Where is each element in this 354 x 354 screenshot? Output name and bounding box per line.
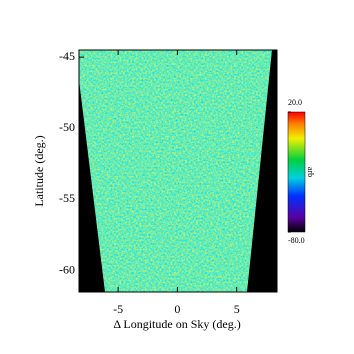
x-tick-label: 5 [234, 302, 240, 316]
x-axis-label: Δ Longitude on Sky (deg.) [113, 317, 240, 331]
plot-frame [78, 49, 278, 293]
colorbar [287, 111, 306, 233]
x-tick-label: 0 [174, 302, 180, 316]
x-tick-label: -5 [113, 302, 123, 316]
colorbar-label: arb [306, 167, 315, 177]
y-tick-label: -50 [59, 120, 75, 134]
y-tick-label: -55 [59, 191, 75, 205]
colorbar-tick-label: -80.0 [288, 236, 305, 245]
y-axis-label: Latitude (deg.) [32, 135, 46, 206]
colorbar-tick-label: 20.0 [288, 98, 302, 107]
y-tick-label: -45 [59, 49, 75, 63]
y-tick-label: -60 [59, 262, 75, 276]
sky-map [79, 50, 272, 292]
